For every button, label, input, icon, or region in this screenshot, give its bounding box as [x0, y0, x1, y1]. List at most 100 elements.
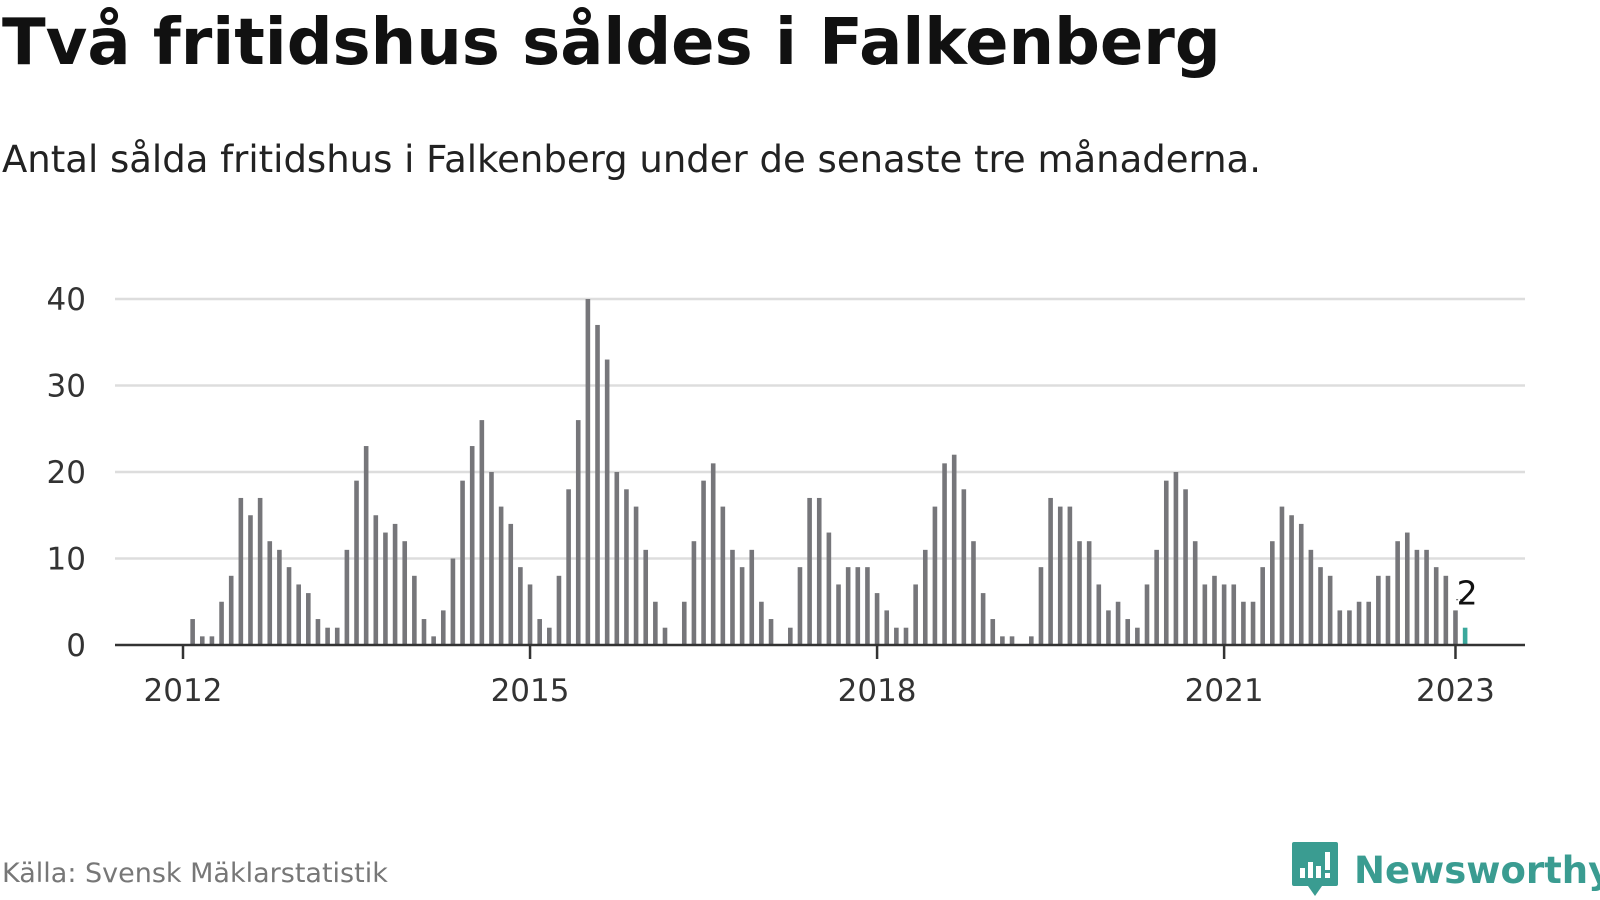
bar — [1144, 584, 1150, 645]
bar — [1192, 541, 1198, 645]
bar — [556, 575, 562, 645]
bar — [942, 463, 947, 645]
bar — [1115, 601, 1121, 645]
bar — [604, 359, 610, 645]
bar — [1135, 627, 1140, 645]
bar — [1414, 549, 1420, 645]
bar — [412, 575, 417, 645]
bar — [537, 619, 542, 645]
bar — [1067, 506, 1073, 645]
bar — [1077, 541, 1082, 645]
y-tick-label: 0 — [66, 628, 86, 664]
bar — [344, 549, 350, 645]
bar — [1327, 575, 1333, 645]
bar — [643, 549, 649, 645]
bar — [614, 472, 620, 645]
y-tick-label: 30 — [47, 369, 86, 405]
bar — [990, 619, 996, 645]
bar — [1433, 567, 1439, 645]
bar — [1057, 506, 1063, 645]
bar — [768, 619, 774, 645]
bar — [1000, 636, 1005, 645]
bar — [296, 584, 301, 645]
bar — [286, 567, 292, 645]
bar — [383, 532, 388, 645]
bar — [845, 567, 851, 645]
bar — [392, 523, 398, 645]
bar-highlight — [1462, 627, 1468, 645]
y-axis-ticks: 0 10 20 30 40 — [47, 282, 86, 664]
bar — [228, 575, 234, 645]
bar — [836, 584, 841, 645]
bar — [363, 446, 369, 645]
bar — [209, 636, 215, 645]
bar — [730, 549, 735, 645]
bar — [865, 567, 870, 645]
bar — [1347, 610, 1352, 645]
bar — [1009, 636, 1015, 645]
x-tick-label: 2021 — [1185, 673, 1264, 709]
bar — [1308, 549, 1314, 645]
bar — [681, 601, 687, 645]
bar — [1356, 601, 1362, 645]
bar — [1376, 575, 1381, 645]
bar — [1260, 567, 1265, 645]
bar — [1048, 497, 1053, 645]
bar — [1289, 515, 1294, 645]
bar — [739, 567, 745, 645]
bar — [826, 532, 832, 645]
bar — [402, 541, 408, 645]
bar — [1125, 619, 1131, 645]
bar — [633, 506, 639, 645]
bar — [199, 636, 205, 645]
bar — [1038, 567, 1044, 645]
bars — [190, 299, 1468, 645]
bar — [238, 497, 244, 645]
bar — [575, 420, 581, 645]
bar — [961, 489, 967, 645]
bar — [1096, 584, 1102, 645]
bar — [248, 515, 253, 645]
bar — [1298, 523, 1304, 645]
bar — [807, 497, 812, 645]
bar — [1173, 472, 1179, 645]
bar — [1221, 584, 1227, 645]
bar — [720, 506, 726, 645]
bar — [980, 593, 986, 645]
bar — [662, 627, 668, 645]
bar — [325, 627, 330, 645]
x-tick-label: 2023 — [1416, 673, 1495, 709]
bar — [1270, 541, 1275, 645]
bar — [951, 454, 957, 645]
bar — [1231, 584, 1237, 645]
chart-subtitle: Antal sålda fritidshus i Falkenberg unde… — [2, 138, 1261, 181]
bar — [1385, 575, 1391, 645]
chart-title: Två fritidshus såldes i Falkenberg — [2, 6, 1221, 80]
brand-name: Newsworthy — [1354, 848, 1600, 892]
bar — [334, 627, 340, 645]
bar — [710, 463, 716, 645]
bar — [1250, 601, 1256, 645]
bar — [306, 593, 311, 645]
bar — [219, 601, 224, 645]
newsworthy-logo-icon — [1292, 842, 1338, 896]
bar — [922, 549, 928, 645]
bar — [547, 627, 552, 645]
bar — [1183, 489, 1188, 645]
bar — [440, 610, 446, 645]
bar — [624, 489, 629, 645]
data-label-last: 2 — [1457, 574, 1478, 613]
bar — [1163, 480, 1169, 645]
x-tick-label: 2018 — [838, 673, 917, 709]
bar — [1443, 575, 1449, 645]
bar — [1337, 610, 1343, 645]
bar — [797, 567, 803, 645]
annotations: 2 — [1456, 574, 1478, 613]
bar — [595, 324, 600, 645]
bar — [1202, 584, 1208, 645]
bar — [277, 549, 282, 645]
bar — [1424, 549, 1429, 645]
bar — [1154, 549, 1159, 645]
bar — [874, 593, 880, 645]
bar — [498, 506, 504, 645]
